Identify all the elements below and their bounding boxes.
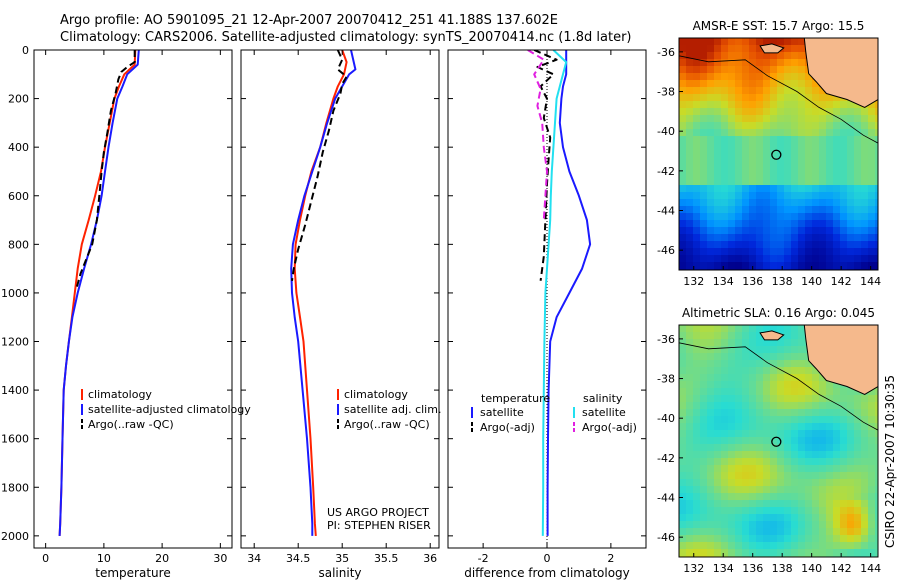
x-axis-label-salinity: salinity	[318, 566, 361, 580]
map-y-tick-label: -44	[657, 205, 675, 218]
x-tick-label-salinity: 35.5	[374, 552, 399, 565]
y-tick-label: 200	[8, 93, 29, 106]
y-tick-label: 1400	[1, 384, 29, 397]
map-y-tick-label: -46	[657, 531, 675, 544]
map-x-tick-label: 136	[742, 275, 763, 288]
legend-label-temperature: Argo(..raw -QC)	[88, 418, 174, 431]
map-x-tick-label: 134	[713, 275, 734, 288]
plot-title-line1: Argo profile: AO 5901095_21 12-Apr-2007 …	[60, 13, 558, 28]
map-y-tick-label: -36	[657, 46, 675, 59]
x-tick-label-temperature: 10	[97, 552, 111, 565]
legend-label-difference: satellite	[480, 406, 524, 419]
map-y-tick-label: -42	[657, 165, 675, 178]
x-tick-label-salinity: 35	[335, 552, 349, 565]
depth-contour	[679, 55, 878, 144]
x-tick-label-temperature: 0	[42, 552, 49, 565]
map-x-tick-label: 132	[683, 275, 704, 288]
y-tick-label: 0	[22, 44, 29, 57]
x-tick-label-difference: -2	[478, 552, 489, 565]
y-tick-label: 400	[8, 141, 29, 154]
map-x-tick-label: 144	[860, 275, 881, 288]
y-tick-label: 1800	[1, 481, 29, 494]
legend-title-salinity: salinity	[583, 392, 623, 405]
map-y-tick-label: -40	[657, 125, 675, 138]
map-x-tick-label: 138	[772, 275, 793, 288]
map-y-tick-label: -38	[657, 373, 675, 386]
credit-label: PI: STEPHEN RISER	[327, 519, 431, 532]
series-line-difference-1	[533, 50, 558, 281]
legend-label-difference: satellite	[582, 406, 626, 419]
series-line-salinity-2	[291, 50, 348, 281]
series-line-salinity-1	[290, 50, 357, 536]
legend-label-temperature: climatology	[88, 388, 152, 401]
map-x-tick-label: 132	[683, 562, 704, 575]
map-x-tick-label: 134	[713, 562, 734, 575]
map-y-tick-label: -40	[657, 412, 675, 425]
argo-float-marker	[771, 149, 782, 160]
depth-contour	[679, 342, 878, 431]
series-line-difference-0	[546, 50, 592, 536]
land-mass	[803, 38, 878, 108]
map-x-tick-label: 136	[742, 562, 763, 575]
timestamp-label: CSIRO 22-Apr-2007 10:30:35	[883, 374, 897, 548]
map-y-tick-label: -46	[657, 244, 675, 257]
legend-label-temperature: satellite-adjusted climatology	[88, 403, 251, 416]
map-y-tick-label: -36	[657, 333, 675, 346]
plot-title-line2: Climatology: CARS2006. Satellite-adjuste…	[60, 30, 632, 45]
x-tick-label-salinity: 34.5	[286, 552, 311, 565]
legend-label-difference: Argo(-adj)	[582, 421, 637, 434]
y-tick-label: 800	[8, 238, 29, 251]
series-line-salinity-0	[293, 50, 348, 536]
map-x-tick-label: 138	[772, 562, 793, 575]
x-tick-label-salinity: 34	[247, 552, 261, 565]
legend-label-difference: Argo(-adj)	[480, 421, 535, 434]
map-title-map-sst: AMSR-E SST: 15.7 Argo: 15.5	[693, 19, 865, 33]
x-tick-label-salinity: 36	[423, 552, 437, 565]
map-y-tick-label: -44	[657, 492, 675, 505]
map-title-map-sla: Altimetric SLA: 0.16 Argo: 0.045	[682, 306, 875, 320]
series-group-difference	[527, 50, 592, 536]
map-x-tick-label: 142	[831, 275, 852, 288]
map-x-tick-label: 142	[831, 562, 852, 575]
map-field-map-sla	[679, 325, 878, 557]
map-frame-map-sla	[678, 324, 879, 558]
credit-label: US ARGO PROJECT	[327, 506, 429, 519]
x-tick-label-difference: 2	[607, 552, 614, 565]
series-line-difference-2	[541, 50, 568, 536]
series-line-temperature-2	[74, 50, 136, 291]
y-tick-label: 1600	[1, 433, 29, 446]
island	[759, 330, 785, 341]
y-tick-label: 1200	[1, 336, 29, 349]
legend-label-salinity: Argo(..raw -QC)	[344, 418, 430, 431]
map-field-map-sst	[679, 38, 878, 270]
map-x-tick-label: 140	[801, 275, 822, 288]
series-group-temperature	[58, 50, 140, 536]
legend-label-salinity: climatology	[344, 388, 408, 401]
y-tick-label: 600	[8, 190, 29, 203]
argo-float-marker	[771, 436, 782, 447]
x-tick-label-temperature: 30	[213, 552, 227, 565]
series-line-difference-3	[527, 50, 548, 221]
map-y-tick-label: -38	[657, 86, 675, 99]
map-x-tick-label: 144	[860, 562, 881, 575]
x-tick-label-temperature: 20	[155, 552, 169, 565]
land-mass	[803, 325, 878, 395]
series-line-temperature-0	[58, 50, 137, 536]
x-axis-label-difference: difference from climatology	[464, 566, 630, 580]
y-tick-label: 1000	[1, 287, 29, 300]
series-group-salinity	[290, 50, 357, 536]
legend-label-salinity: satellite adj. clim.	[344, 403, 441, 416]
panel-frame-temperature	[33, 49, 233, 549]
legend-title-temperature: temperature	[481, 392, 550, 405]
map-y-tick-label: -42	[657, 452, 675, 465]
island	[759, 43, 785, 54]
map-frame-map-sst	[678, 37, 879, 271]
series-line-temperature-1	[58, 50, 140, 536]
y-tick-label: 2000	[1, 530, 29, 543]
panel-frame-salinity	[240, 49, 440, 549]
map-x-tick-label: 140	[801, 562, 822, 575]
x-axis-label-temperature: temperature	[95, 566, 170, 580]
x-tick-label-difference: 0	[544, 552, 551, 565]
